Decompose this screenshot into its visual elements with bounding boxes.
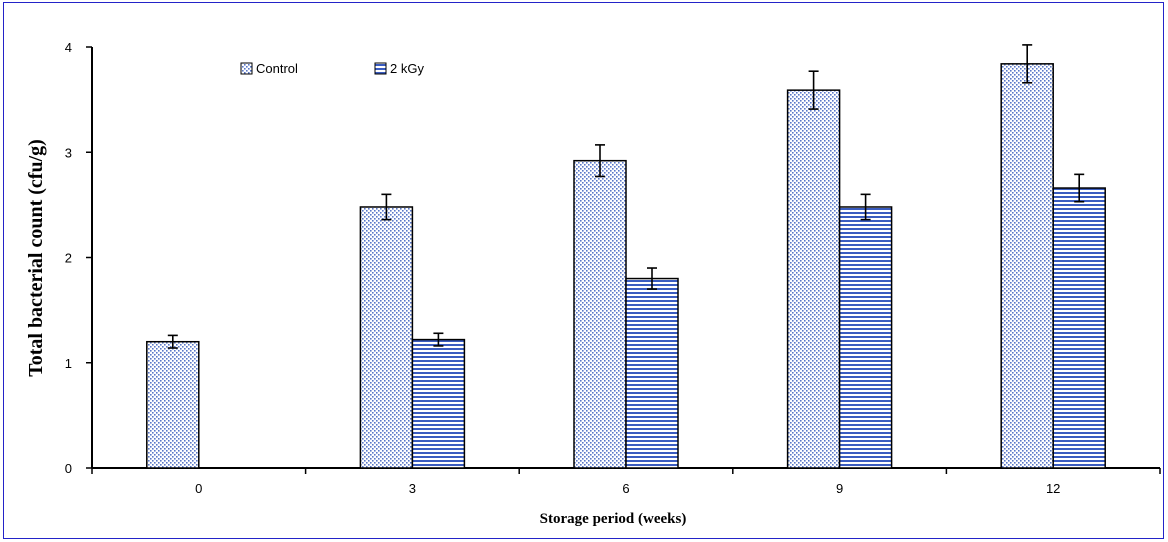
y-tick-label: 0 (65, 461, 72, 476)
x-tick-label: 6 (622, 481, 629, 496)
bar-irradiated (838, 206, 893, 469)
legend-label-control: Control (256, 61, 298, 76)
bars (146, 44, 1106, 469)
bar-control (573, 159, 627, 469)
bar-control (1000, 63, 1054, 469)
bar-irradiated (411, 338, 466, 469)
legend: Control 2 kGy (240, 61, 424, 76)
bar-irradiated (1052, 187, 1106, 469)
y-tick-label: 3 (65, 145, 72, 160)
bar-control (786, 89, 841, 469)
y-axis-title: Total bacterial count (cfu/g) (25, 139, 47, 377)
x-tick-label: 3 (409, 481, 416, 496)
legend-label-irradiated: 2 kGy (390, 61, 424, 76)
x-tick-label: 12 (1046, 481, 1060, 496)
y-tick-label: 4 (65, 40, 72, 55)
x-tick-label: 9 (836, 481, 843, 496)
x-axis-title: Storage period (weeks) (540, 511, 687, 527)
chart-frame (3, 2, 1164, 539)
x-tick-label: 0 (195, 481, 202, 496)
legend-swatch-irradiated (374, 62, 387, 75)
bar-control (146, 340, 200, 469)
bar-control (359, 206, 414, 469)
legend-swatch-control (240, 62, 253, 75)
bar-irradiated (625, 277, 679, 469)
y-tick-label: 1 (65, 356, 72, 371)
y-tick-label: 2 (65, 251, 72, 266)
